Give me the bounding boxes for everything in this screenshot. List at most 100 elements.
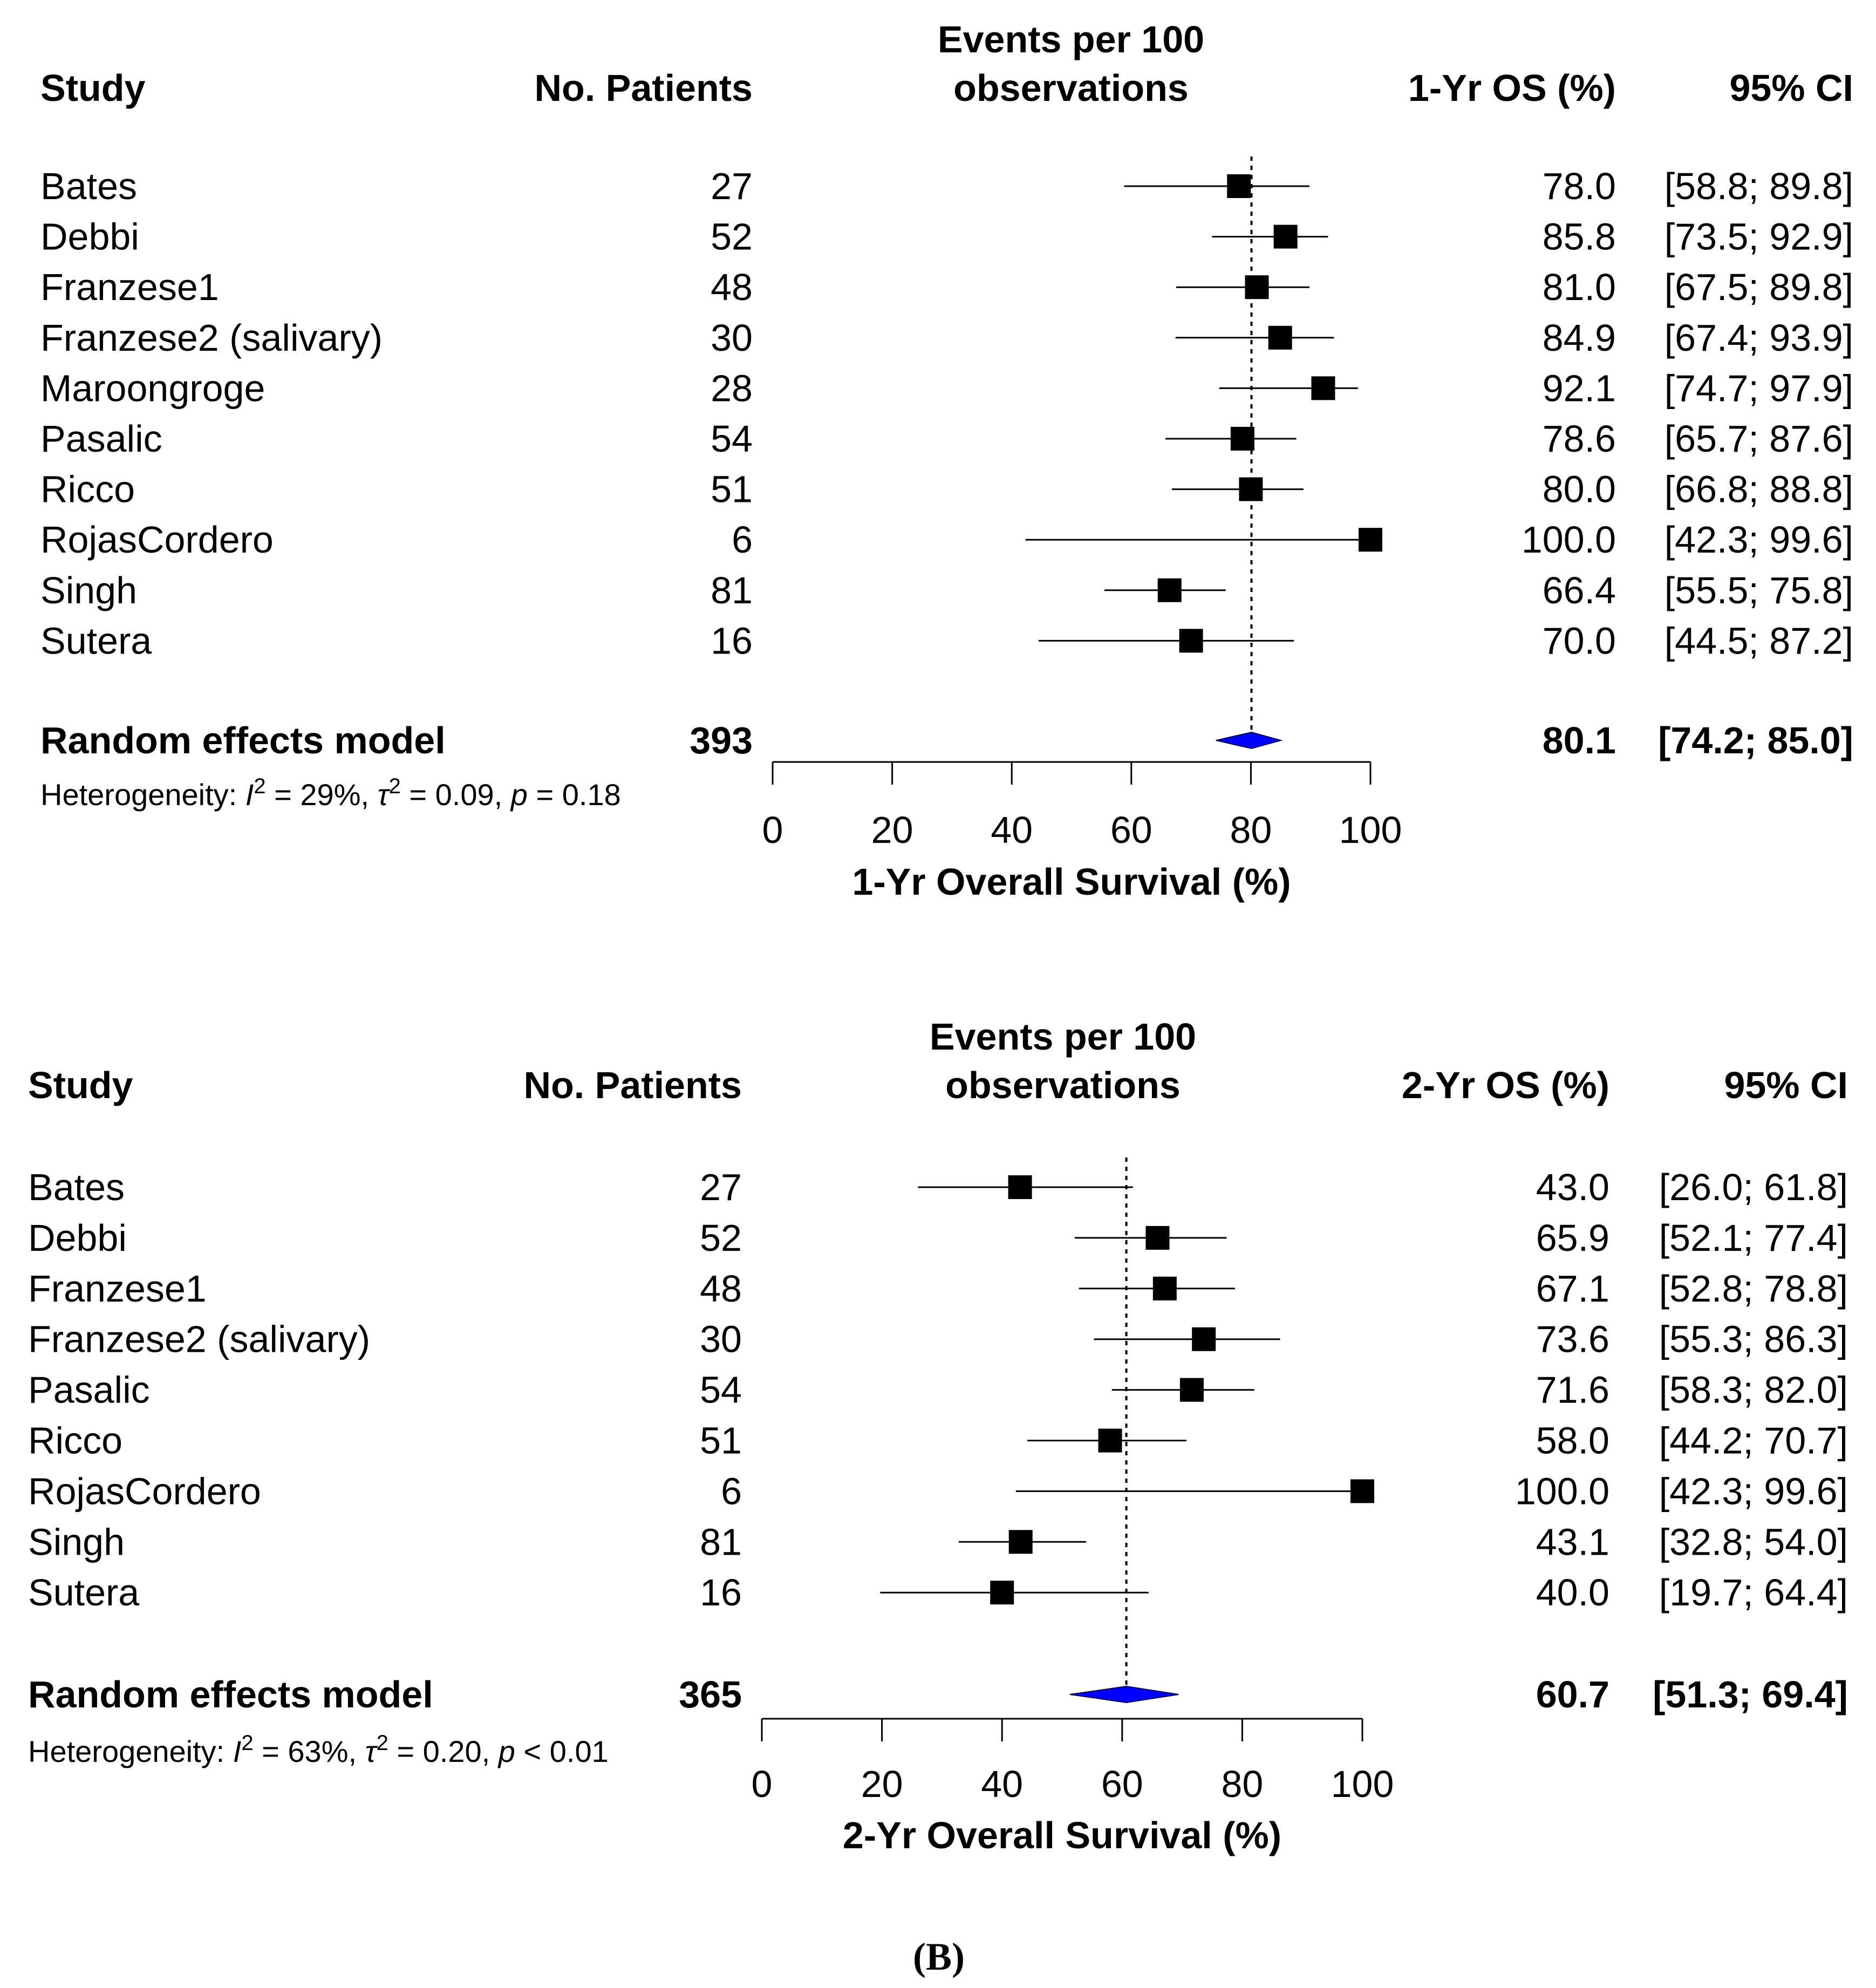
- x-axis-title: 2-Yr Overall Survival (%): [843, 1814, 1281, 1856]
- study-square-marker: [1157, 578, 1182, 602]
- confidence-interval: [58.8; 89.8]: [1664, 165, 1853, 207]
- confidence-interval: [67.5; 89.8]: [1664, 266, 1853, 308]
- confidence-interval: [65.7; 87.6]: [1664, 418, 1853, 460]
- het-i2-value: = 63%,: [254, 1734, 365, 1768]
- study-square-marker: [1227, 174, 1251, 198]
- patient-count: 30: [711, 317, 753, 359]
- patient-count: 48: [700, 1268, 742, 1310]
- study-name: RojasCordero: [40, 519, 274, 561]
- het-i-symbol: I: [233, 1734, 242, 1768]
- x-tick-label: 80: [1221, 1763, 1263, 1805]
- pooled-estimate: 60.7: [1536, 1673, 1609, 1715]
- effect-estimate: 78.0: [1543, 165, 1616, 207]
- effect-estimate: 84.9: [1543, 317, 1616, 359]
- forest-panel-1yr: Study No. Patients Events per 100 observati…: [40, 18, 1853, 903]
- effect-estimate: 92.1: [1543, 367, 1616, 409]
- x-tick-label: 40: [991, 809, 1033, 851]
- confidence-interval: [52.1; 77.4]: [1659, 1217, 1848, 1259]
- study-square-marker: [1145, 1226, 1170, 1250]
- het-tau-value: = 0.20,: [388, 1734, 499, 1768]
- study-square-marker: [1192, 1327, 1216, 1351]
- study-square-marker: [1359, 528, 1382, 552]
- pooled-patient-count: 365: [679, 1673, 742, 1715]
- patient-count: 16: [700, 1571, 742, 1613]
- pooled-ci: [74.2; 85.0]: [1658, 719, 1853, 761]
- effect-estimate: 43.0: [1536, 1166, 1609, 1208]
- patient-count: 48: [711, 266, 753, 308]
- study-square-marker: [1179, 629, 1203, 653]
- confidence-interval: [58.3; 82.0]: [1659, 1369, 1848, 1411]
- header-events-line2: observations: [945, 1064, 1181, 1106]
- pooled-label: Random effects model: [40, 719, 446, 761]
- header-events-line2: observations: [953, 67, 1189, 109]
- header-events-line1: Events per 100: [938, 18, 1204, 60]
- patient-count: 30: [700, 1318, 742, 1360]
- header-ci: 95% CI: [1729, 67, 1853, 109]
- study-name: Bates: [40, 165, 137, 207]
- patient-count: 51: [711, 468, 753, 510]
- pooled-estimate: 80.1: [1543, 719, 1616, 761]
- x-tick-label: 40: [981, 1763, 1023, 1805]
- study-name: Franzese2 (salivary): [40, 317, 383, 359]
- header-study: Study: [28, 1064, 133, 1106]
- study-name: Franzese1: [28, 1268, 207, 1310]
- effect-estimate: 100.0: [1515, 1470, 1609, 1512]
- het-i-exponent: 2: [241, 1731, 253, 1755]
- study-name: Debbi: [28, 1217, 127, 1259]
- study-name: Ricco: [28, 1420, 122, 1462]
- effect-estimate: 43.1: [1536, 1521, 1609, 1563]
- pooled-label: Random effects model: [28, 1673, 433, 1715]
- patient-count: 28: [711, 367, 753, 409]
- confidence-interval: [26.0; 61.8]: [1659, 1166, 1848, 1208]
- confidence-interval: [19.7; 64.4]: [1659, 1571, 1848, 1613]
- confidence-interval: [52.8; 78.8]: [1659, 1268, 1848, 1310]
- patient-count: 52: [700, 1217, 742, 1259]
- het-p-value: = 0.18: [528, 778, 621, 812]
- x-tick-label: 60: [1101, 1763, 1143, 1805]
- het-p-symbol: p: [497, 1734, 515, 1768]
- study-square-marker: [1268, 325, 1292, 350]
- het-tau-symbol: τ: [378, 778, 391, 812]
- confidence-interval: [42.3; 99.6]: [1659, 1470, 1848, 1512]
- het-i-exponent: 2: [254, 774, 265, 798]
- study-square-marker: [1098, 1428, 1122, 1453]
- forest-panel-2yr: Study No. Patients Events per 100 observati…: [28, 1016, 1848, 1856]
- confidence-interval: [74.7; 97.9]: [1664, 367, 1853, 409]
- study-square-marker: [990, 1581, 1014, 1605]
- het-i2-value: = 29%,: [266, 778, 378, 812]
- patient-count: 52: [711, 216, 753, 258]
- effect-estimate: 71.6: [1536, 1369, 1609, 1411]
- confidence-interval: [67.4; 93.9]: [1664, 317, 1853, 359]
- pooled-ci: [51.3; 69.4]: [1653, 1673, 1848, 1715]
- het-p-value: < 0.01: [515, 1734, 609, 1768]
- header-study: Study: [40, 67, 146, 109]
- effect-estimate: 85.8: [1543, 216, 1616, 258]
- patient-count: 6: [732, 519, 753, 561]
- het-tau-exponent: 2: [377, 1731, 388, 1755]
- study-name: Sutera: [28, 1571, 139, 1613]
- study-name: Bates: [28, 1166, 125, 1208]
- study-square-marker: [1230, 427, 1254, 451]
- pooled-patient-count: 393: [690, 719, 753, 761]
- study-name: Maroongroge: [40, 367, 265, 409]
- het-tau-value: = 0.09,: [401, 778, 511, 812]
- header-effect: 1-Yr OS (%): [1408, 67, 1616, 109]
- effect-estimate: 66.4: [1543, 569, 1616, 611]
- het-tau-symbol: τ: [365, 1734, 378, 1768]
- patient-count: 6: [721, 1470, 742, 1512]
- header-effect: 2-Yr OS (%): [1402, 1064, 1609, 1106]
- x-tick-label: 0: [762, 809, 783, 851]
- study-square-marker: [1273, 224, 1298, 249]
- header-patients: No. Patients: [534, 67, 753, 109]
- x-axis-title: 1-Yr Overall Survival (%): [852, 861, 1291, 903]
- study-name: RojasCordero: [28, 1470, 261, 1512]
- het-tau-exponent: 2: [389, 774, 401, 798]
- study-square-marker: [1245, 275, 1269, 299]
- confidence-interval: [55.5; 75.8]: [1664, 569, 1853, 611]
- effect-estimate: 70.0: [1543, 619, 1616, 662]
- x-tick-label: 100: [1331, 1763, 1394, 1805]
- study-square-marker: [1239, 477, 1263, 501]
- study-name: Debbi: [40, 216, 139, 258]
- pooled-diamond: [1069, 1685, 1179, 1704]
